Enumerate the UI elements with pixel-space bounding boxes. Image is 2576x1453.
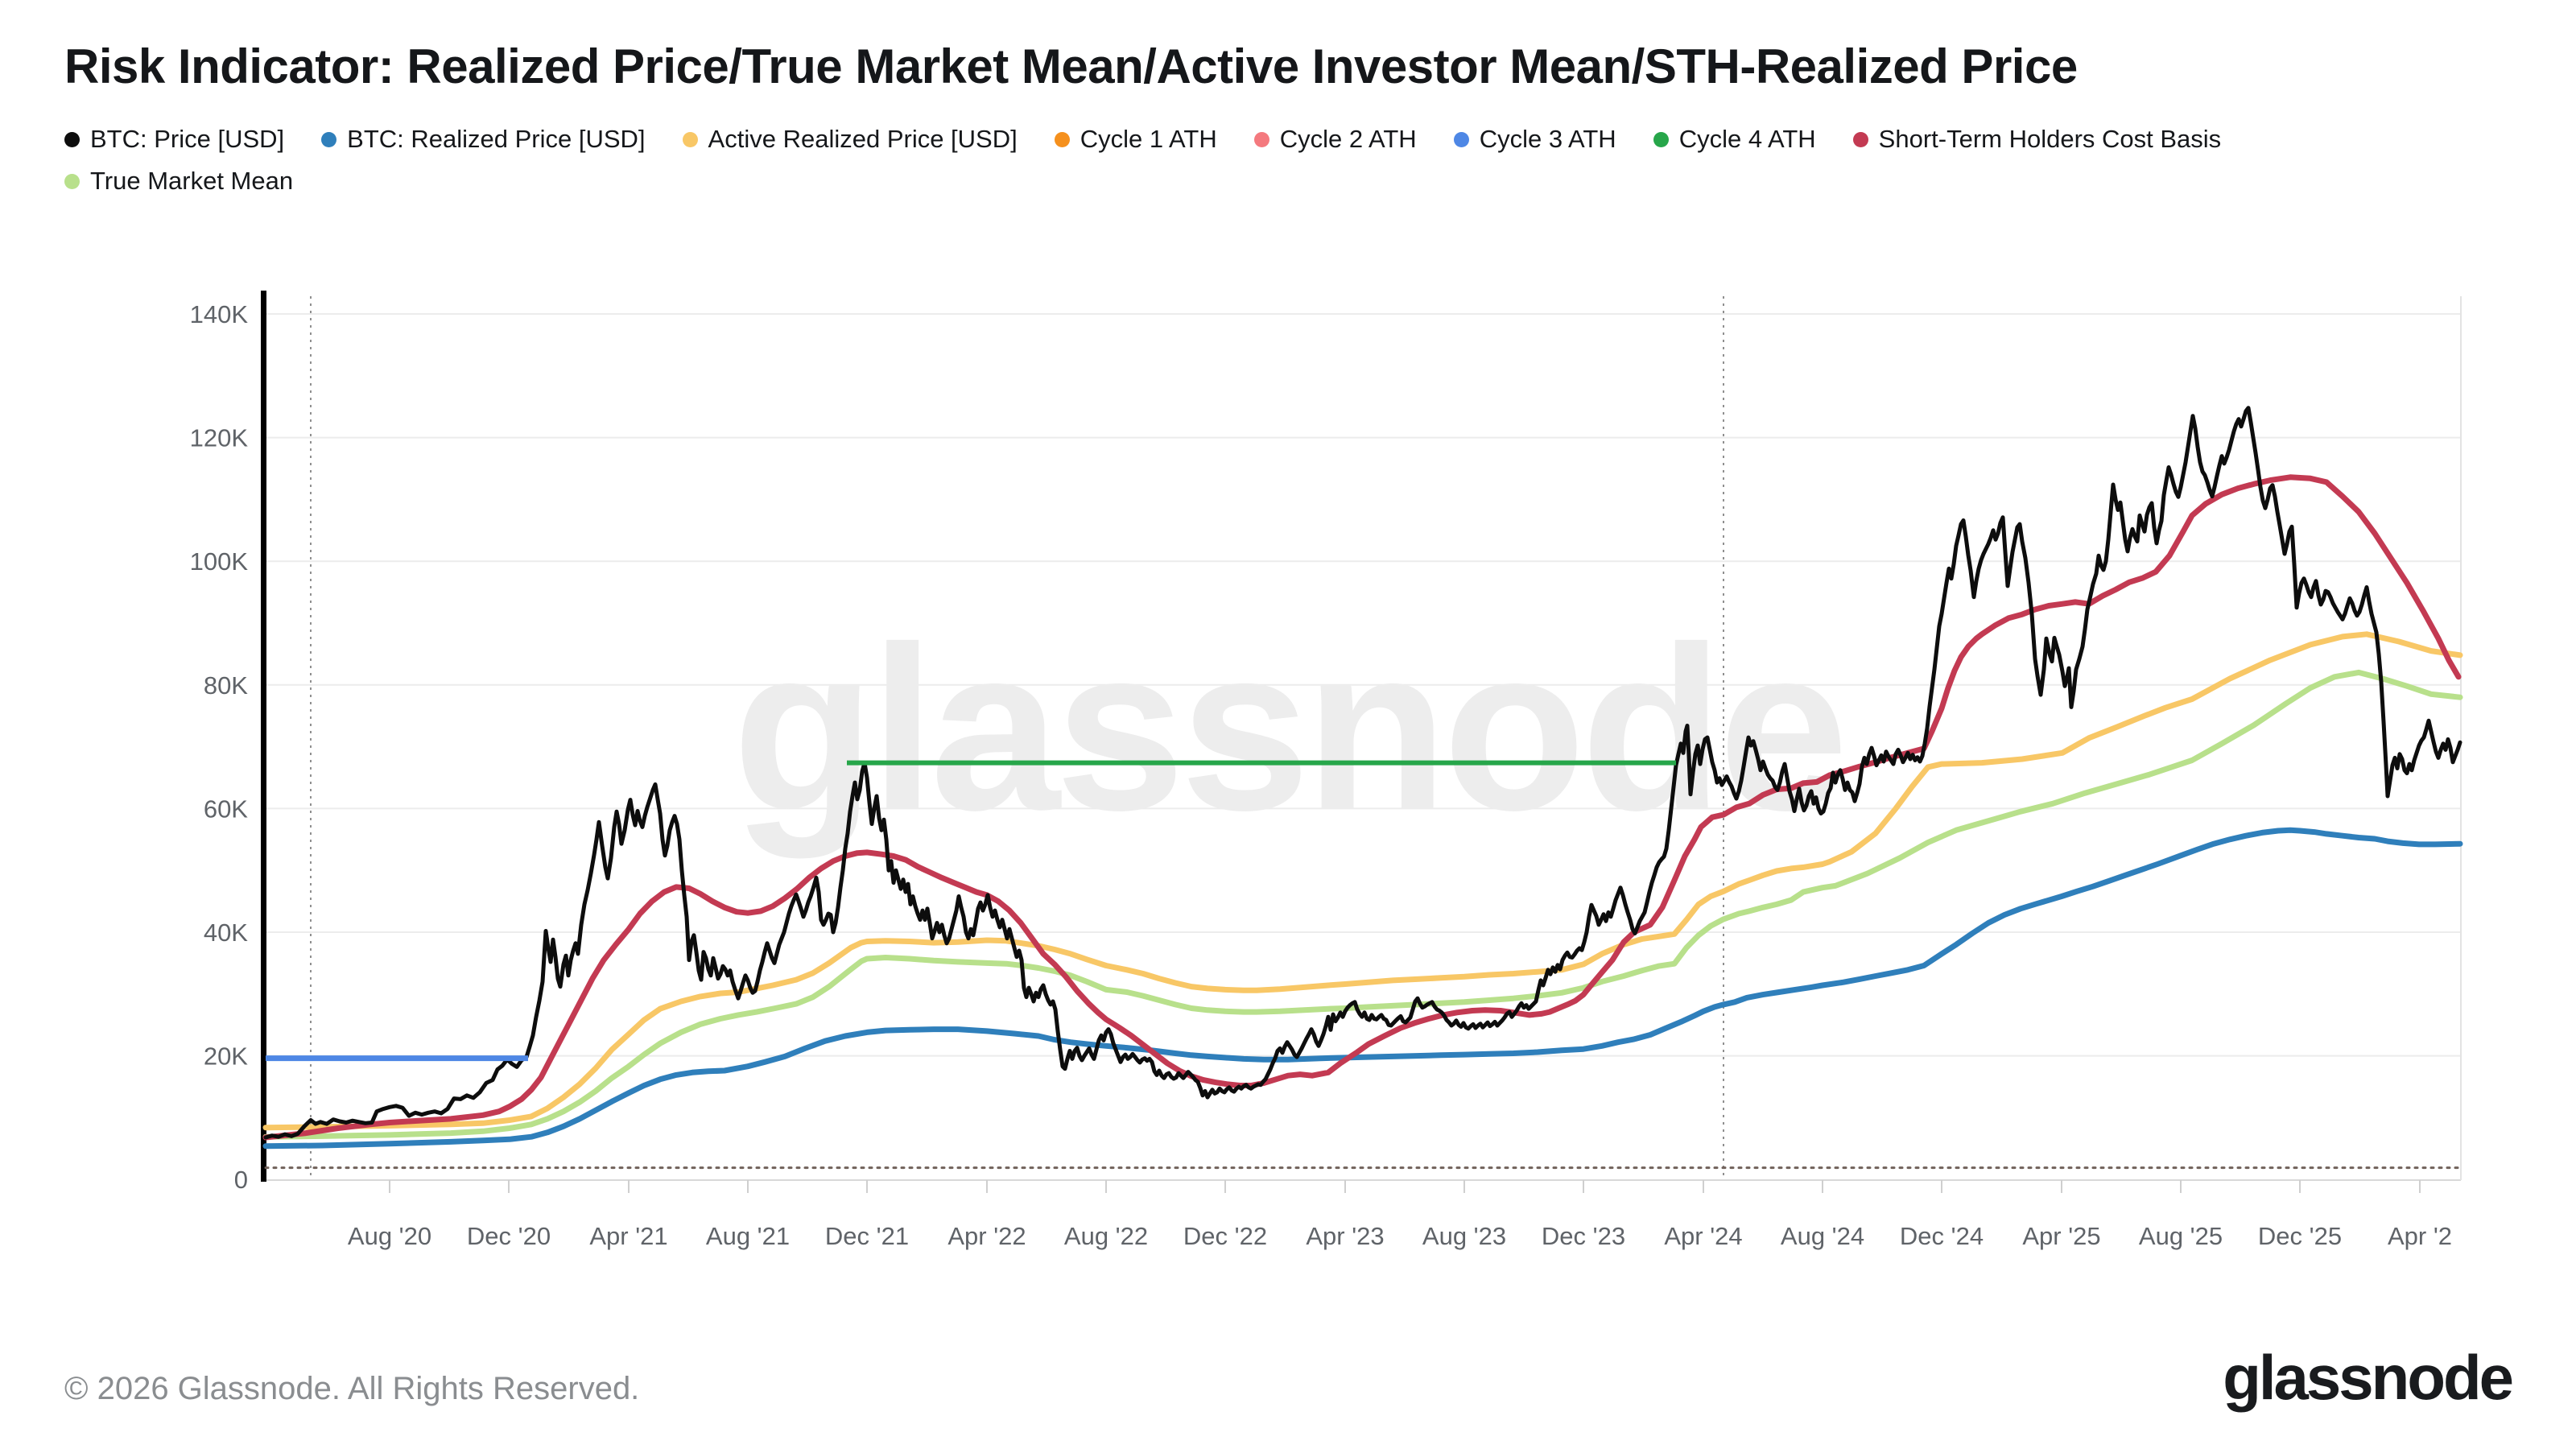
legend-item-5[interactable]: Cycle 3 ATH (1453, 125, 1616, 154)
series-0 (262, 827, 2463, 1150)
x-tick-label: Aug '21 (706, 1222, 790, 1250)
chart-footer: © 2026 Glassnode. All Rights Reserved. g… (64, 1341, 2514, 1414)
x-tick-label: Aug '23 (1422, 1222, 1506, 1250)
legend-label: Cycle 2 ATH (1279, 125, 1417, 153)
legend-dot-icon (1054, 131, 1070, 147)
x-tick-label: Dec '24 (1900, 1222, 1984, 1250)
legend-item-1[interactable]: BTC: Realized Price [USD] (321, 125, 646, 154)
legend-dot-icon (682, 131, 698, 147)
x-tick-label: Dec '22 (1183, 1222, 1267, 1250)
legend-dot-icon (321, 131, 337, 147)
legend-label: Active Realized Price [USD] (708, 125, 1018, 153)
chart-header: Risk Indicator: Realized Price/True Mark… (64, 39, 2528, 196)
glassnode-watermark: glassnode (733, 598, 1843, 860)
x-tick-label: Dec '25 (2258, 1222, 2342, 1250)
y-tick-label: 60K (204, 795, 248, 823)
legend-item-0[interactable]: BTC: Price [USD] (64, 125, 284, 154)
x-tick-label: Apr '2 (2388, 1222, 2452, 1250)
y-tick-label: 80K (204, 671, 248, 700)
x-tick-label: Dec '21 (825, 1222, 909, 1250)
x-tick-label: Apr '22 (947, 1222, 1026, 1250)
legend-dot-icon (1253, 131, 1269, 147)
y-tick-label: 140K (190, 300, 249, 328)
x-tick-label: Apr '25 (2022, 1222, 2100, 1250)
x-tick-label: Aug '25 (2139, 1222, 2223, 1250)
legend-item-6[interactable]: Cycle 4 ATH (1653, 125, 1816, 154)
x-tick-label: Dec '23 (1542, 1222, 1625, 1250)
legend-label: BTC: Price [USD] (90, 125, 285, 153)
legend-label: Cycle 1 ATH (1080, 125, 1217, 153)
copyright-text: © 2026 Glassnode. All Rights Reserved. (64, 1371, 640, 1406)
y-tick-label: 0 (234, 1166, 248, 1194)
legend-item-3[interactable]: Cycle 1 ATH (1054, 125, 1217, 154)
y-tick-label: 40K (204, 918, 248, 947)
legend-dot-icon (1852, 131, 1868, 147)
series-2 (262, 631, 2463, 1131)
x-tick-label: Aug '24 (1781, 1222, 1864, 1250)
chart-title: Risk Indicator: Realized Price/True Mark… (64, 39, 2078, 93)
legend-item-2[interactable]: Active Realized Price [USD] (682, 125, 1018, 154)
legend-item-4[interactable]: Cycle 2 ATH (1253, 125, 1417, 154)
y-tick-label: 120K (190, 424, 249, 452)
legend-label: Short-Term Holders Cost Basis (1878, 125, 2222, 153)
legend-item-8[interactable]: True Market Mean (64, 167, 293, 196)
series-1 (262, 669, 2463, 1140)
series-3 (262, 474, 2462, 1141)
legend-label: BTC: Realized Price [USD] (347, 125, 646, 153)
glassnode-logo: glassnode (2223, 1342, 2514, 1413)
y-tick-label: 100K (190, 547, 249, 576)
x-tick-label: Apr '21 (589, 1222, 667, 1250)
legend-label: Cycle 3 ATH (1479, 125, 1616, 153)
legend-label: Cycle 4 ATH (1678, 125, 1816, 153)
x-tick-label: Apr '23 (1306, 1222, 1384, 1250)
x-tick-label: Aug '20 (348, 1222, 431, 1250)
y-axis-bar (261, 291, 266, 1182)
legend-item-7[interactable]: Short-Term Holders Cost Basis (1852, 125, 2222, 154)
series-4 (263, 406, 2462, 1140)
legend-dot-icon (1453, 131, 1469, 147)
legend-dot-icon (64, 173, 80, 189)
chart-legend: BTC: Price [USD] BTC: Realized Price [USD… (64, 125, 2383, 196)
legend-dot-icon (64, 131, 80, 147)
x-tick-label: Aug '22 (1064, 1222, 1148, 1250)
x-tick-label: Dec '20 (467, 1222, 551, 1250)
legend-dot-icon (1653, 131, 1669, 147)
legend-label: True Market Mean (90, 167, 294, 195)
x-tick-label: Apr '24 (1664, 1222, 1742, 1250)
y-tick-label: 20K (204, 1042, 248, 1071)
